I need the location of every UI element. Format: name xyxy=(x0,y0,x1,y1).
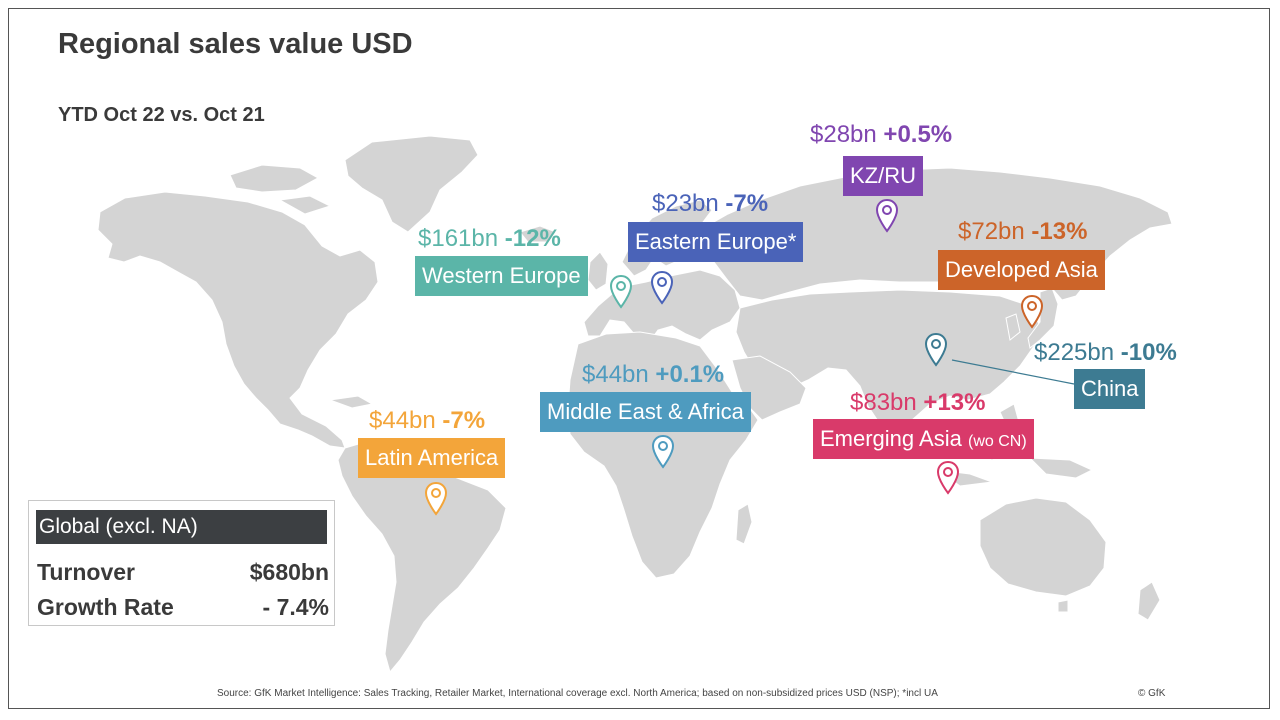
china-leader-line xyxy=(951,359,1075,385)
source-note: Source: GfK Market Intelligence: Sales T… xyxy=(217,688,938,699)
developed-asia-label: Developed Asia xyxy=(938,250,1105,290)
japan xyxy=(1027,287,1059,349)
map-pin-icon xyxy=(924,332,948,367)
korea xyxy=(1005,313,1021,341)
kz-ru-label: KZ/RU xyxy=(843,156,923,196)
map-pin-icon xyxy=(609,274,633,309)
arctic-islands xyxy=(229,164,332,215)
map-pin-icon xyxy=(875,198,899,233)
map-pin-icon xyxy=(936,460,960,495)
developed-asia-value: $72bn -13% xyxy=(958,218,1088,245)
eastern-europe-label: Eastern Europe* xyxy=(628,222,804,262)
kz-ru-value: $28bn +0.5% xyxy=(810,121,953,148)
map-pin-icon xyxy=(424,481,448,516)
global-summary-box: Global (excl. NA) Turnover $680bn Growth… xyxy=(28,500,335,626)
map-pin-icon xyxy=(1020,294,1044,329)
western-europe-value: $161bn -12% xyxy=(418,225,561,252)
global-summary-header: Global (excl. NA) xyxy=(36,510,327,544)
middle-east-africa-value: $44bn +0.1% xyxy=(582,361,725,388)
growth-rate-label: Growth Rate xyxy=(37,594,174,620)
turnover-label: Turnover xyxy=(37,559,135,585)
turnover-value: $680bn xyxy=(249,559,329,585)
middle-east-africa-label: Middle East & Africa xyxy=(540,392,751,432)
growth-rate-value: - 7.4% xyxy=(262,594,329,620)
eastern-europe-value: $23bn -7% xyxy=(652,190,769,217)
emerging-asia-label: Emerging Asia (wo CN) xyxy=(813,419,1034,459)
copyright: © GfK xyxy=(1138,688,1166,699)
china-value: $225bn -10% xyxy=(1034,339,1177,366)
western-europe-label: Western Europe xyxy=(415,256,588,296)
new-zealand xyxy=(1057,581,1161,621)
iceland xyxy=(519,225,557,243)
latin-america-value: $44bn -7% xyxy=(369,407,486,434)
north-america xyxy=(97,191,379,449)
page-title: Regional sales value USD xyxy=(58,28,413,60)
map-pin-icon xyxy=(650,270,674,305)
australia xyxy=(979,497,1107,597)
china-label: China xyxy=(1074,369,1146,409)
page-subtitle: YTD Oct 22 vs. Oct 21 xyxy=(58,104,265,126)
caribbean xyxy=(329,395,374,409)
emerging-asia-note: (wo CN) xyxy=(967,433,1027,450)
latin-america-label: Latin America xyxy=(358,438,506,478)
slide-frame xyxy=(8,8,1270,709)
madagascar xyxy=(735,503,753,545)
greenland xyxy=(344,135,479,233)
south-america xyxy=(337,439,507,674)
emerging-asia-value: $83bn +13% xyxy=(850,389,986,416)
map-pin-icon xyxy=(651,434,675,469)
